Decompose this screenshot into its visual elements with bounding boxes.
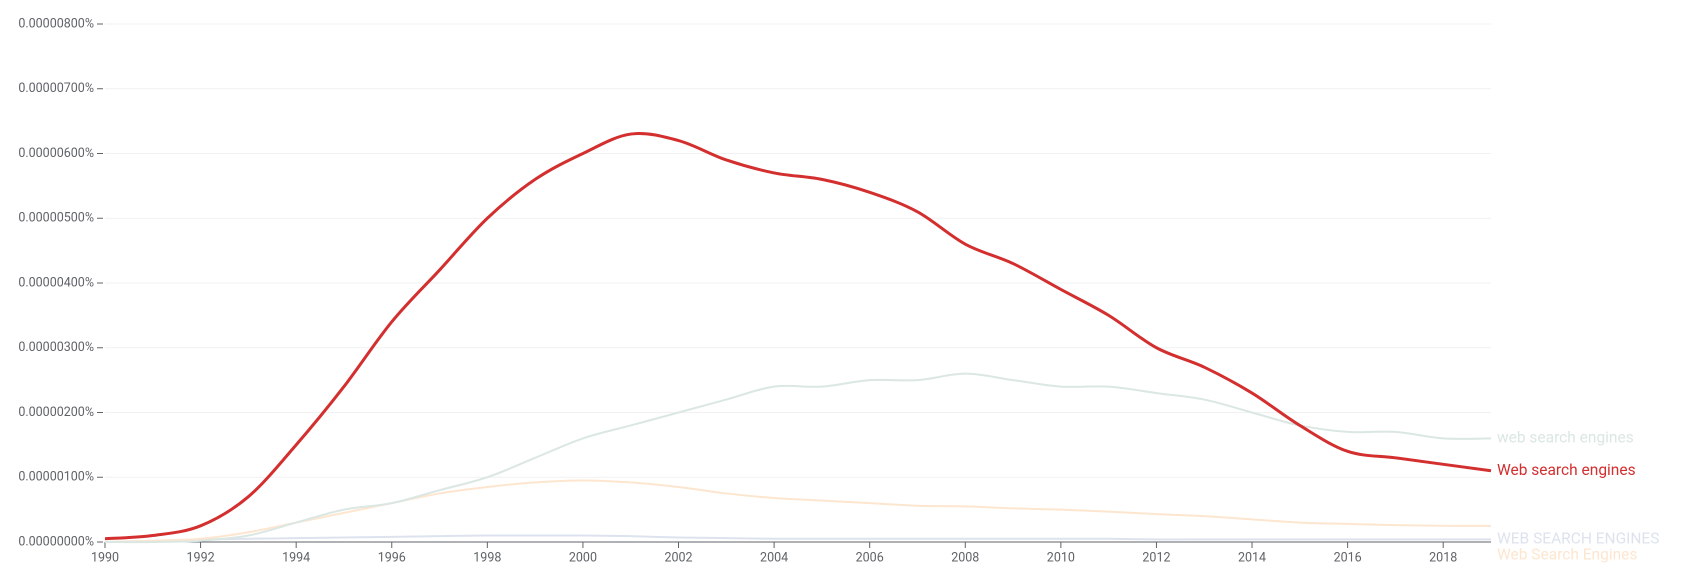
x-tick-label: 2000 [569,550,597,565]
x-tick-label: 2010 [1047,550,1075,565]
y-tick-label: 0.00000400% [18,275,94,290]
x-tick-label: 2012 [1142,550,1170,565]
series-line [104,479,1492,543]
legend-label: Web Search Engines [1497,546,1637,564]
x-tick-label: 1990 [91,550,119,565]
x-tick-label: 2004 [760,550,788,565]
y-tick-label: 0.00000800% [18,16,94,31]
series-line [104,372,1492,544]
x-tick-label: 2002 [664,550,692,565]
legend-label: WEB SEARCH ENGINES [1497,530,1659,548]
y-tick-label: 0.00000600% [18,146,94,161]
y-tick-label: 0.00000200% [18,405,94,420]
x-tick-label: 1994 [282,550,310,565]
legend-label: web search engines [1497,428,1634,446]
x-tick-label: 2006 [856,550,884,565]
x-tick-label: 1996 [378,550,406,565]
x-tick-label: 2018 [1429,550,1457,565]
legend-label: Web search engines [1497,461,1636,479]
y-tick-label: 0.00000700% [18,81,94,96]
y-tick-label: 0.00000500% [18,211,94,226]
x-tick-label: 2014 [1238,550,1266,565]
y-tick-label: 0.00000000% [18,534,94,549]
y-tick-label: 0.00000100% [18,470,94,485]
x-tick-label: 1998 [473,550,501,565]
x-tick-label: 2016 [1334,550,1362,565]
x-tick-label: 1992 [187,550,215,565]
y-tick-label: 0.00000300% [18,340,94,355]
series-line [104,534,1491,543]
x-tick-label: 2008 [951,550,979,565]
series-line [104,132,1492,541]
